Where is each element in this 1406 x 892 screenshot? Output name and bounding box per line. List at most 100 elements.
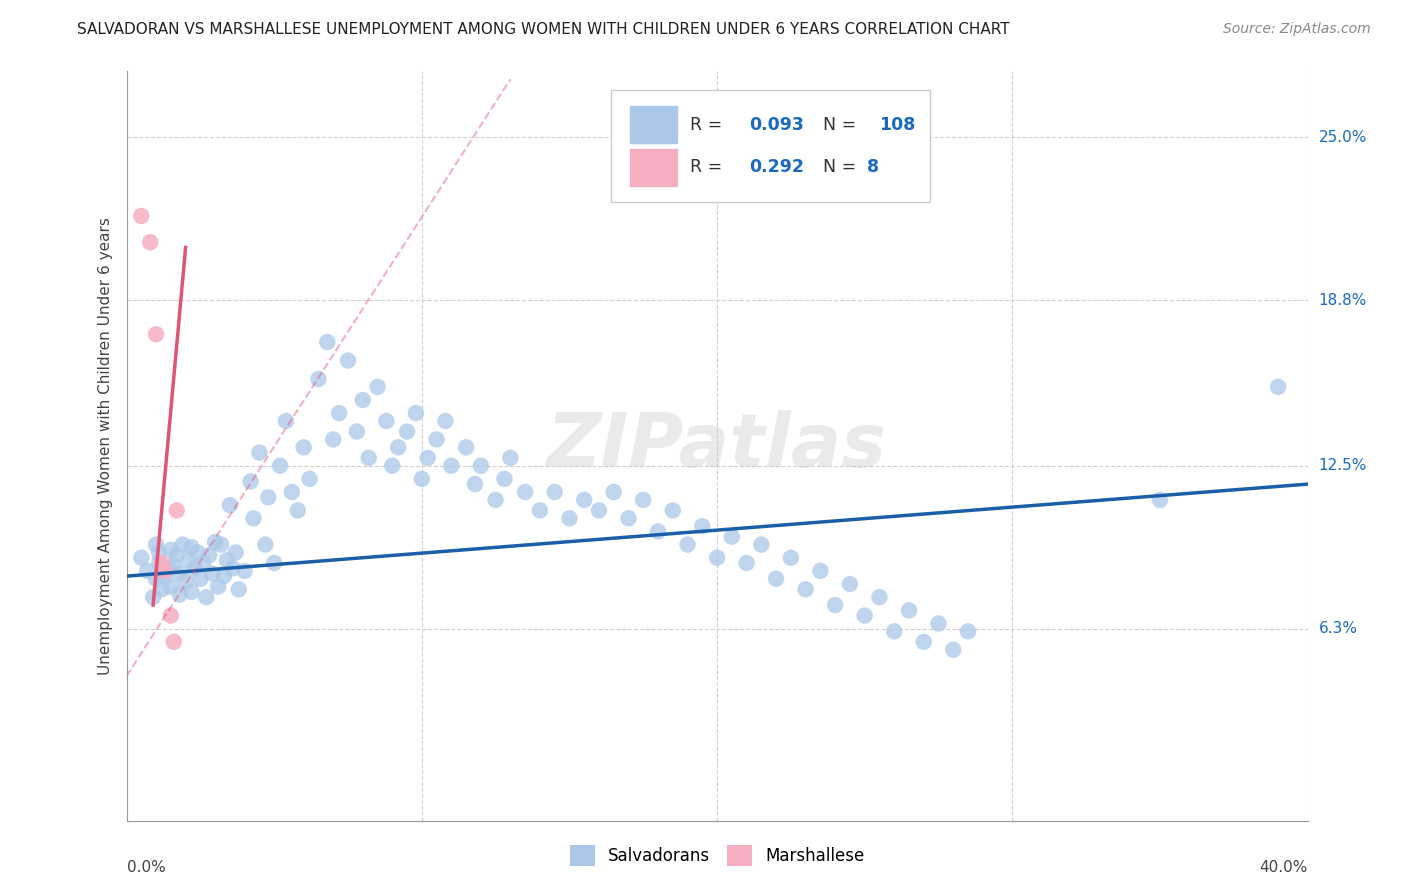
Point: [396, 425, 419, 439]
Point: [222, 561, 245, 575]
Text: 108: 108: [879, 116, 915, 134]
Point: [239, 475, 262, 489]
Point: [456, 440, 478, 454]
Point: [529, 503, 551, 517]
Point: [838, 577, 860, 591]
Point: [180, 540, 202, 554]
Point: [676, 538, 699, 552]
Point: [440, 458, 463, 473]
Point: [172, 538, 194, 552]
Point: [824, 598, 846, 612]
Point: [150, 582, 173, 597]
Point: [163, 635, 186, 649]
Point: [647, 524, 669, 539]
Point: [810, 564, 832, 578]
Point: [136, 564, 159, 578]
Point: [204, 535, 226, 549]
Point: [169, 588, 191, 602]
Text: N =: N =: [824, 158, 862, 177]
Point: [225, 545, 247, 559]
FancyBboxPatch shape: [630, 106, 676, 144]
Point: [156, 561, 179, 575]
Point: [215, 553, 238, 567]
Point: [735, 556, 758, 570]
Point: [543, 485, 565, 500]
Point: [316, 335, 339, 350]
Point: [780, 550, 803, 565]
Point: [163, 558, 186, 573]
Point: [142, 590, 165, 604]
Point: [853, 608, 876, 623]
Point: [751, 538, 773, 552]
Point: [869, 590, 891, 604]
Point: [328, 406, 350, 420]
Point: [794, 582, 817, 597]
Text: 0.0%: 0.0%: [127, 860, 166, 874]
Point: [346, 425, 368, 439]
Text: Source: ZipAtlas.com: Source: ZipAtlas.com: [1223, 22, 1371, 37]
Point: [269, 458, 291, 473]
Point: [188, 572, 212, 586]
Text: 18.8%: 18.8%: [1319, 293, 1367, 308]
Point: [145, 572, 167, 586]
Point: [183, 561, 205, 575]
Point: [212, 569, 235, 583]
Point: [1149, 492, 1171, 507]
Point: [381, 458, 404, 473]
Point: [405, 406, 427, 420]
Point: [898, 603, 921, 617]
Point: [720, 530, 742, 544]
Point: [145, 327, 167, 342]
Point: [494, 472, 516, 486]
Point: [337, 353, 360, 368]
Point: [207, 580, 229, 594]
Point: [198, 548, 221, 562]
Legend: Salvadorans, Marshallese: Salvadorans, Marshallese: [562, 838, 872, 872]
Point: [387, 440, 409, 454]
Text: SALVADORAN VS MARSHALLESE UNEMPLOYMENT AMONG WOMEN WITH CHILDREN UNDER 6 YEARS C: SALVADORAN VS MARSHALLESE UNEMPLOYMENT A…: [77, 22, 1010, 37]
Point: [201, 566, 224, 581]
Point: [515, 485, 537, 500]
Point: [180, 585, 202, 599]
Point: [662, 503, 685, 517]
Point: [292, 440, 315, 454]
Point: [153, 564, 176, 578]
Point: [425, 433, 447, 447]
Point: [464, 477, 486, 491]
Point: [912, 635, 935, 649]
Point: [367, 380, 389, 394]
Point: [434, 414, 457, 428]
Text: 12.5%: 12.5%: [1319, 458, 1367, 474]
Point: [942, 642, 965, 657]
Point: [169, 566, 191, 581]
Text: 40.0%: 40.0%: [1260, 860, 1308, 874]
Point: [249, 445, 271, 459]
Point: [928, 616, 950, 631]
Point: [375, 414, 398, 428]
Point: [499, 450, 522, 465]
Point: [274, 414, 297, 428]
Text: 8: 8: [866, 158, 879, 177]
Point: [153, 569, 176, 583]
Point: [558, 511, 581, 525]
Point: [145, 538, 167, 552]
Text: R =: R =: [690, 116, 728, 134]
Point: [883, 624, 905, 639]
Point: [174, 574, 197, 589]
Point: [160, 608, 183, 623]
Point: [195, 590, 218, 604]
Point: [574, 492, 596, 507]
Point: [706, 550, 728, 565]
Point: [416, 450, 439, 465]
Point: [322, 433, 344, 447]
Point: [357, 450, 380, 465]
Point: [633, 492, 655, 507]
Point: [263, 556, 285, 570]
Point: [257, 490, 280, 504]
Text: R =: R =: [690, 158, 728, 177]
FancyBboxPatch shape: [610, 90, 929, 202]
Text: 0.093: 0.093: [749, 116, 804, 134]
Point: [254, 538, 277, 552]
Point: [298, 472, 321, 486]
Point: [209, 538, 232, 552]
